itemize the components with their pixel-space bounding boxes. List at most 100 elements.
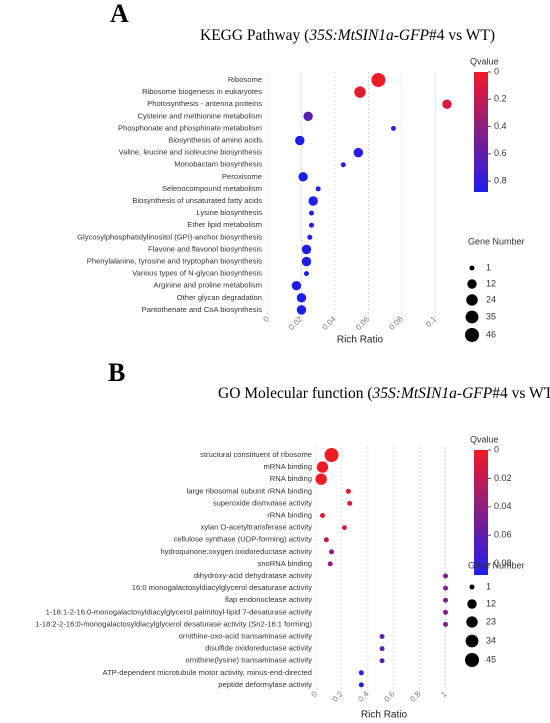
bubble <box>303 271 309 277</box>
y-tick-label: structural constituent of ribosome <box>200 450 312 459</box>
y-tick-label: Glycosylphosphatidylinositol (GPI)-ancho… <box>77 232 262 241</box>
x-tick-label: 0.1 <box>424 314 439 329</box>
colorbar-tick-label: 0.06 <box>494 530 512 540</box>
y-tick-label: Flavone and flavonol biosynthesis <box>148 244 262 253</box>
size-legend-dot <box>465 310 479 324</box>
x-tick-label: 0.4 <box>356 689 371 704</box>
colorbar-tick-label: 0.4 <box>494 121 507 131</box>
bubble <box>323 537 329 543</box>
y-tick-label: large ribosomal subunit rRNA binding <box>187 486 312 495</box>
y-tick-label: superoxide dismutase activity <box>213 498 312 507</box>
bubble <box>296 293 307 303</box>
y-tick-label: peptide deformylase activity <box>218 680 312 689</box>
y-tick-label: Cysteine and methionine metabolism <box>137 111 262 120</box>
panel-label: A <box>110 0 129 28</box>
y-tick-label: Lysine biosynthesis <box>196 208 262 217</box>
bubble <box>308 196 318 206</box>
x-tick-label: 1 <box>439 689 449 699</box>
chart-title: KEGG Pathway (35S:MtSIN1a-GFP#4 vs WT) <box>200 27 495 44</box>
size-legend-label: 45 <box>486 654 496 664</box>
bubble <box>319 513 325 518</box>
bubble <box>354 86 366 98</box>
y-tick-label: Peroxisome <box>222 172 262 181</box>
y-tick-label: snoRNA binding <box>258 559 312 568</box>
x-tick-label: 0 <box>309 689 319 699</box>
colorbar-tick-label: 0.08 <box>494 558 512 568</box>
colorbar-tick-label: 0.2 <box>494 94 507 104</box>
x-tick-label: 0.2 <box>331 689 346 704</box>
title-part: GO Molecular function ( <box>218 385 373 402</box>
colorbar-tick-label: 0.6 <box>494 148 507 158</box>
y-tick-label: mRNA binding <box>263 462 312 471</box>
chart-title: GO Molecular function (35S:MtSIN1a-GFP#4… <box>218 385 550 402</box>
bubble <box>443 585 449 591</box>
x-tick-label: 0 <box>261 314 271 324</box>
y-tick-label: Biosynthesis of unsaturated fatty acids <box>132 196 262 205</box>
x-tick-label: 0.04 <box>320 314 338 332</box>
bubble <box>327 561 333 567</box>
bubble <box>295 135 305 146</box>
size-legend-label: 35 <box>486 311 496 321</box>
y-tick-label: Biosynthesis of amino acids <box>168 136 262 145</box>
y-tick-label: 1-18:2-2-16:0-monogalactosyldiacylglycer… <box>35 619 312 628</box>
y-tick-label: disulfide oxidoreductase activity <box>205 644 312 653</box>
y-tick-label: 16:0 monogalactosyldiacylglycerol desatu… <box>132 583 312 592</box>
colorbar <box>474 72 488 192</box>
colorbar-tick-label: 0.02 <box>494 473 512 483</box>
color-legend-title: Qvalue <box>470 434 499 444</box>
bubble <box>371 73 386 87</box>
x-tick-label: 0.8 <box>408 689 423 704</box>
size-legend-dot <box>465 634 479 648</box>
size-legend-dot <box>466 616 478 628</box>
size-legend-dot <box>465 653 479 667</box>
y-tick-label: ornithine(lysine) transaminase activity <box>185 656 312 665</box>
title-part: #4 vs WT) <box>492 385 550 402</box>
bubble <box>315 186 321 192</box>
size-legend-dot <box>465 328 479 342</box>
title-part: 35S:MtSIN1a-GFP <box>372 385 493 402</box>
y-tick-label: hydroquinone:oxygen oxidoreductase activ… <box>160 547 312 556</box>
bubble <box>347 500 353 506</box>
bubble <box>340 162 346 168</box>
bubble <box>443 573 449 579</box>
color-legend-title: Qvalue <box>470 56 499 66</box>
colorbar <box>474 450 488 575</box>
colorbar-tick-label: 0 <box>494 66 499 76</box>
bubble <box>353 147 364 158</box>
y-tick-label: flap endonuclease activity <box>225 595 312 604</box>
y-tick-label: dihydroxy-acid dehydratase activity <box>194 571 312 580</box>
size-legend-dot <box>467 279 477 289</box>
panel-label: B <box>108 358 125 387</box>
size-legend-label: 46 <box>486 329 496 339</box>
size-legend-label: 1 <box>486 581 491 591</box>
size-legend-label: 12 <box>486 598 496 608</box>
size-legend-dot <box>466 294 478 306</box>
x-tick-label: 0.02 <box>287 314 305 332</box>
size-legend-label: 12 <box>486 278 496 288</box>
bubble <box>341 525 347 531</box>
title-part: 35S:MtSIN1a-GFP <box>308 27 429 44</box>
x-tick-label: 0.6 <box>382 689 397 704</box>
y-tick-label: Phenylalanine, tyrosine and tryptophan b… <box>87 257 262 266</box>
x-axis-title: Rich Ratio <box>337 335 384 346</box>
bubble <box>379 646 385 652</box>
bubble <box>291 280 302 291</box>
size-legend-label: 1 <box>486 262 491 272</box>
y-tick-label: Valine, leucine and isoleucine biosynthe… <box>119 148 263 157</box>
bubble <box>358 682 364 688</box>
y-tick-label: xylan O-acetyltransferase activity <box>201 523 313 532</box>
size-legend-label: 34 <box>486 635 496 645</box>
y-tick-label: 1-18:1-2-16:0-monogalactosyldiacylglycer… <box>46 607 313 616</box>
bubble <box>307 234 313 240</box>
title-part: #4 vs WT) <box>429 27 495 44</box>
bubble <box>443 597 449 603</box>
bubble <box>298 172 308 182</box>
bubble <box>379 634 385 639</box>
y-tick-label: Ether lipid metabolism <box>187 220 262 229</box>
size-legend-dot <box>469 584 475 590</box>
bubble <box>301 256 312 267</box>
size-legend-label: 24 <box>486 294 496 304</box>
bubble <box>301 244 312 255</box>
y-tick-label: Selenocompound metabolism <box>162 184 262 193</box>
